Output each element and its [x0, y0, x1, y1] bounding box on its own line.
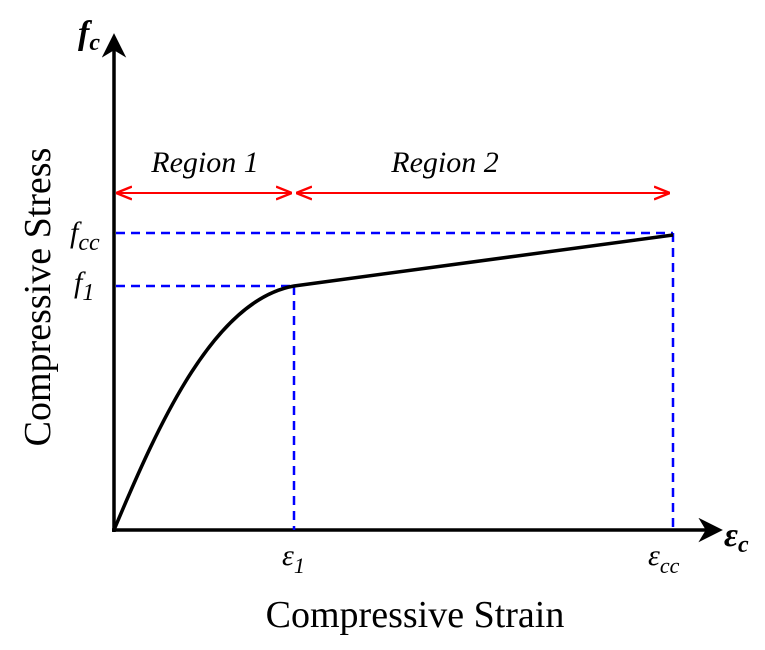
epscc-label: εcc [648, 539, 680, 578]
fcc-label: fcc [70, 216, 100, 256]
y-axis-title: Compressive Stress [17, 148, 59, 447]
eps1-label: ε1 [282, 539, 305, 578]
f1-label: f1 [74, 266, 94, 306]
x-axis-title: Compressive Strain [266, 594, 565, 636]
x-axis-symbol: εc [724, 517, 749, 558]
region-1-label: Region 1 [150, 146, 258, 179]
y-axis-symbol: fc [78, 15, 100, 56]
region-2-label: Region 2 [390, 146, 498, 179]
stress-strain-curve [112, 233, 674, 531]
